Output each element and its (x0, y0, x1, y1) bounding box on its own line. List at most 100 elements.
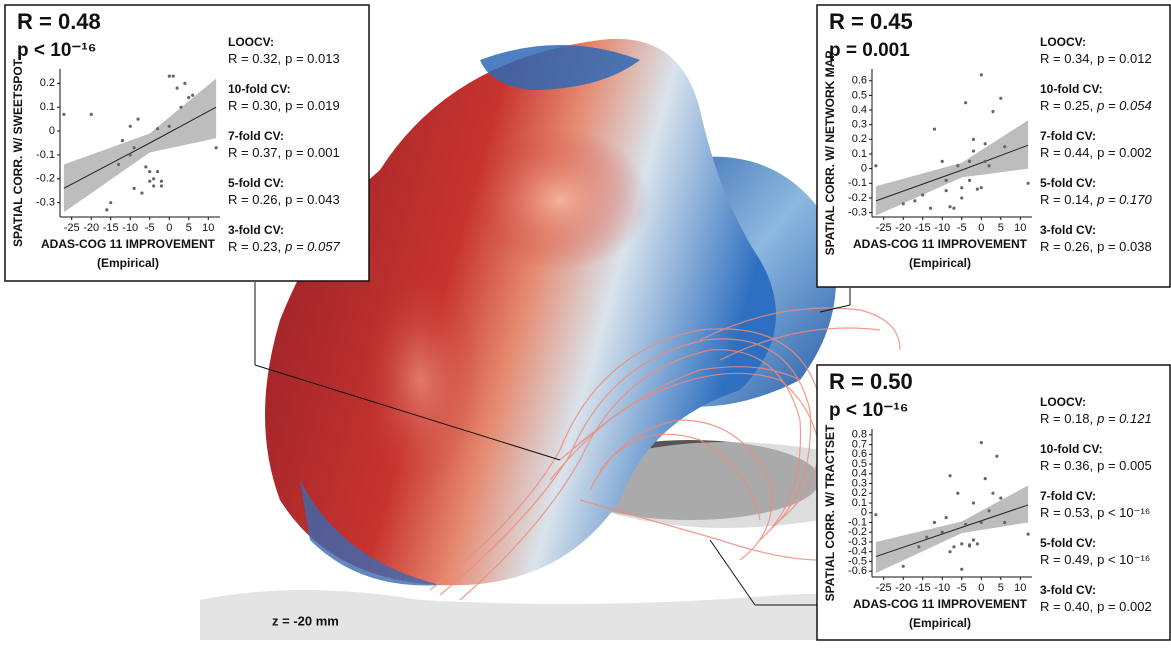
cv-p: p = 0.001 (285, 145, 340, 160)
y-tick-label: 0.8 (852, 429, 867, 441)
point (179, 106, 182, 109)
y-tick-label: 0 (49, 125, 55, 137)
cv-name: 10-fold CV: (228, 82, 291, 96)
point (941, 160, 944, 163)
cv-name: 3-fold CV: (228, 223, 284, 237)
cv-p: p = 0.170 (1096, 192, 1152, 207)
point (991, 492, 994, 495)
point (972, 149, 975, 152)
cv-result: R = 0.23,p = 0.057 (228, 239, 340, 254)
point (214, 146, 217, 149)
point (968, 543, 971, 546)
point (1003, 145, 1006, 148)
point (144, 165, 147, 168)
cv-r: R = 0.53, (1040, 505, 1093, 520)
point (160, 180, 163, 183)
point (929, 207, 932, 210)
y-tick-label: -0.2 (36, 173, 55, 185)
point (117, 163, 120, 166)
x-tick-label: -20 (895, 582, 911, 594)
cv-p: p < 10⁻¹⁶ (1097, 505, 1150, 520)
point (968, 179, 971, 182)
cv-name: 5-fold CV: (228, 176, 284, 190)
cv-p: p = 0.043 (285, 192, 340, 207)
cv-p: p = 0.005 (1097, 458, 1152, 473)
y-tick-label: -0.3 (848, 207, 867, 219)
cv-r: R = 0.36, (1040, 458, 1093, 473)
point (952, 545, 955, 548)
x-tick-label: 5 (186, 222, 192, 234)
cv-r: R = 0.40, (1040, 599, 1093, 614)
brain-highlight (470, 130, 650, 270)
point (972, 138, 975, 141)
x-axis-label: ADAS-COG 11 IMPROVEMENT (853, 597, 1028, 611)
brain-highlight (360, 270, 480, 490)
x-tick-label: -10 (934, 222, 950, 234)
point (972, 501, 975, 504)
cv-p: p = 0.002 (1097, 599, 1152, 614)
y-tick-label: 0.3 (852, 119, 867, 131)
cv-name: LOOCV: (1040, 35, 1086, 49)
point (133, 146, 136, 149)
panel: R = 0.50p < 10⁻¹⁶-0.6-0.5-0.4-0.3-0.2-0.… (817, 365, 1170, 640)
x-axis-label: (Empirical) (97, 256, 159, 270)
panel-title: R = 0.48 (17, 9, 101, 34)
y-tick-label: 0.2 (852, 133, 867, 145)
point (874, 513, 877, 516)
y-tick-label: -0.1 (848, 177, 867, 189)
point (168, 75, 171, 78)
point (945, 516, 948, 519)
point (183, 82, 186, 85)
x-tick-label: -5 (957, 222, 967, 234)
cv-result: R = 0.14,p = 0.170 (1040, 192, 1152, 207)
cv-p: p = 0.038 (1097, 239, 1152, 254)
y-axis-label: SPATIAL CORR. W/ TRACTSET (823, 424, 837, 601)
point (933, 127, 936, 130)
x-tick-label: -20 (895, 222, 911, 234)
connector (710, 540, 755, 605)
point (121, 139, 124, 142)
cv-r: R = 0.30, (228, 98, 281, 113)
point (148, 180, 151, 183)
point (136, 118, 139, 121)
point (999, 97, 1002, 100)
point (984, 477, 987, 480)
x-tick-label: -5 (145, 222, 155, 234)
point (191, 94, 194, 97)
y-tick-label: -0.1 (36, 149, 55, 161)
point (952, 207, 955, 210)
cv-r: R = 0.49, (1040, 552, 1093, 567)
cv-r: R = 0.26, (1040, 239, 1093, 254)
point (964, 101, 967, 104)
slice-label: z = -20 mm (272, 613, 339, 628)
x-tick-label: 0 (166, 222, 172, 234)
y-tick-label: 0.5 (852, 89, 867, 101)
panel-subtitle: p < 10⁻¹⁶ (829, 400, 909, 421)
point (921, 193, 924, 196)
cv-p: p = 0.012 (1097, 51, 1152, 66)
point (1026, 182, 1029, 185)
point (980, 73, 983, 76)
x-tick-label: -25 (876, 582, 892, 594)
point (1026, 533, 1029, 536)
point (140, 192, 143, 195)
cv-name: 10-fold CV: (1040, 82, 1103, 96)
y-tick-label: 0.2 (40, 77, 55, 89)
x-axis-label: (Empirical) (909, 256, 971, 270)
point (945, 179, 948, 182)
point (980, 186, 983, 189)
point (917, 545, 920, 548)
point (991, 110, 994, 113)
point (976, 188, 979, 191)
y-tick-label: 0 (861, 163, 867, 175)
x-tick-label: -15 (103, 222, 119, 234)
x-tick-label: -15 (915, 222, 931, 234)
cv-p: p = 0.002 (1097, 145, 1152, 160)
panel: R = 0.45p = 0.001-0.3-0.2-0.100.10.20.30… (817, 5, 1170, 287)
x-tick-label: -20 (83, 222, 99, 234)
x-tick-label: 5 (998, 582, 1004, 594)
point (933, 521, 936, 524)
point (980, 521, 983, 524)
y-tick-label: -0.3 (36, 197, 55, 209)
y-tick-label: 0.1 (40, 101, 55, 113)
